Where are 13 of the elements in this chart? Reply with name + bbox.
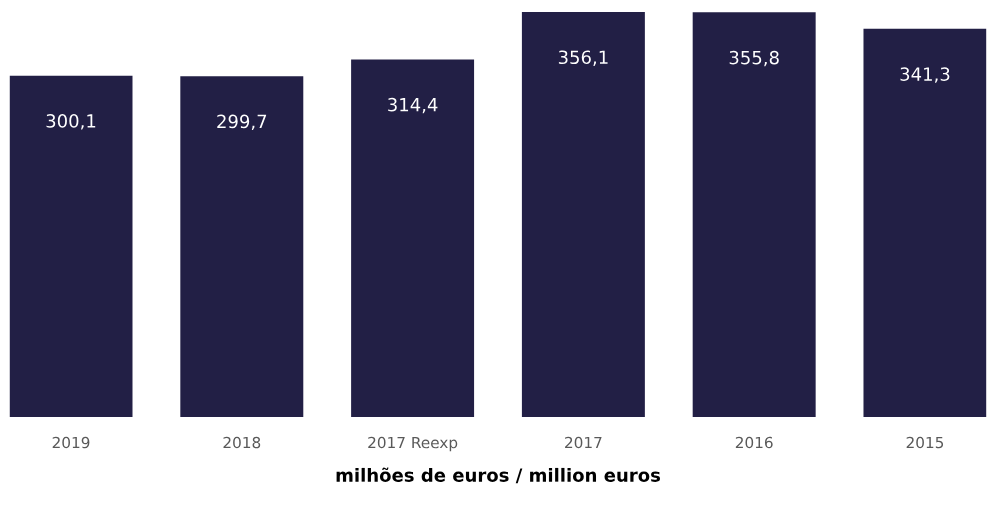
x-axis-title: milhões de euros / million euros [336,467,661,484]
x-tick-label: 2019 [52,436,90,449]
data-label: 356,1 [558,50,608,66]
x-tick-label: 2017 Reexp [368,436,458,452]
x-tick-label: 2016 [735,436,773,449]
data-label: 300,1 [46,114,96,130]
data-label: 355,8 [729,50,779,67]
data-label: 341,3 [900,67,950,83]
x-tick-label: 2017 [565,436,602,449]
x-tick-label: 2015 [906,436,944,449]
x-tick-label: 2018 [223,436,261,449]
data-label: 299,7 [217,114,267,131]
data-label: 314,4 [388,97,438,114]
